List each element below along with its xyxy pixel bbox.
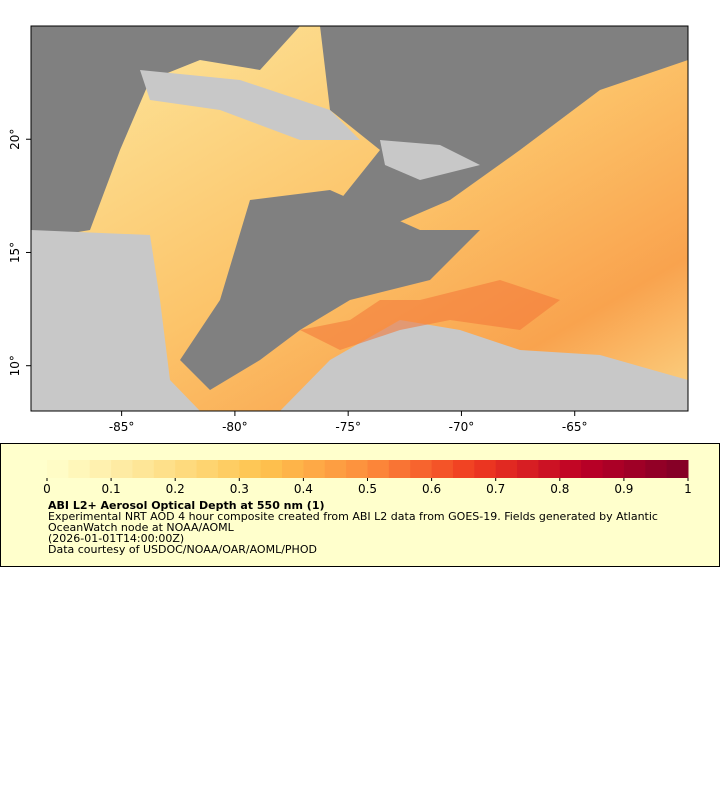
colorbar-tick-label: 0.7 (486, 482, 505, 496)
lat-tick-label: 20° (8, 129, 22, 150)
legend-time: (2026-01-01T14:00:00Z) (48, 532, 185, 545)
colorbar-step (324, 460, 347, 478)
colorbar-step (282, 460, 304, 478)
colorbar-tick-label: 0.2 (166, 482, 185, 496)
colorbar-step (602, 460, 625, 478)
colorbar-step (89, 460, 112, 478)
colorbar-tick-label: 0.8 (550, 482, 569, 496)
colorbar-step (388, 460, 411, 478)
lon-tick-label: -65° (562, 420, 588, 434)
colorbar-tick-label: 0.3 (230, 482, 249, 496)
legend-credit: Data courtesy of USDOC/NOAA/OAR/AOML/PHO… (48, 543, 317, 556)
colorbar-step (239, 460, 262, 478)
colorbar-step (431, 460, 454, 478)
colorbar-step (346, 460, 368, 478)
legend-description: Experimental NRT AOD 4 hour composite cr… (48, 510, 658, 534)
colorbar-step (581, 460, 604, 478)
lat-tick-label: 15° (8, 242, 22, 263)
colorbar-step (68, 460, 91, 478)
colorbar-step (495, 460, 518, 478)
legend-text: ABI L2+ Aerosol Optical Depth at 550 nm … (48, 500, 688, 555)
colorbar-step (111, 460, 133, 478)
colorbar-tick-label: 0.4 (294, 482, 313, 496)
colorbar-tick-label: 0.9 (614, 482, 633, 496)
colorbar-step (666, 460, 689, 478)
colorbar-step (623, 460, 646, 478)
colorbar-step (474, 460, 497, 478)
colorbar-step (132, 460, 155, 478)
lat-tick-label: 10° (8, 355, 22, 376)
colorbar-tick-label: 0.5 (358, 482, 377, 496)
colorbar-tick-label: 0.1 (102, 482, 121, 496)
colorbar-step (217, 460, 240, 478)
map-raster (31, 26, 688, 411)
colorbar-tick-label: 1 (684, 482, 692, 496)
colorbar-step (196, 460, 219, 478)
lon-tick-label: -85° (109, 420, 135, 434)
legend-title: ABI L2+ Aerosol Optical Depth at 550 nm … (48, 499, 325, 512)
colorbar-step (260, 460, 283, 478)
colorbar-tick-label: 0.6 (422, 482, 441, 496)
colorbar-step (538, 460, 561, 478)
colorbar-step (175, 460, 198, 478)
lon-tick-label: -80° (222, 420, 248, 434)
colorbar-tick-label: 0 (43, 482, 51, 496)
colorbar-step (645, 460, 668, 478)
lon-tick-label: -75° (335, 420, 361, 434)
colorbar-step (367, 460, 390, 478)
colorbar-step (559, 460, 582, 478)
colorbar-step (47, 460, 69, 478)
lon-tick-label: -70° (449, 420, 475, 434)
colorbar-step (517, 460, 539, 478)
colorbar-step (303, 460, 326, 478)
colorbar-step (153, 460, 176, 478)
colorbar-step (452, 460, 475, 478)
map-frame (30, 25, 689, 412)
colorbar-step (410, 460, 433, 478)
